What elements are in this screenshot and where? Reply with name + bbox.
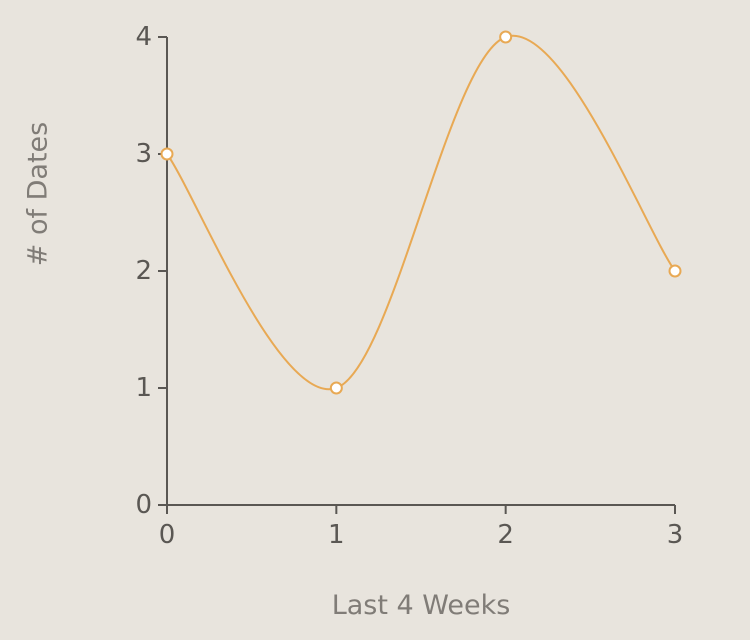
- data-point: [668, 264, 682, 278]
- y-tick-label: 0: [135, 490, 152, 520]
- y-axis-ticks: 0 1 2 3 4: [135, 22, 167, 520]
- y-tick-label: 3: [135, 139, 152, 169]
- data-point: [160, 147, 174, 161]
- x-tick-label: 0: [159, 520, 176, 550]
- data-point: [329, 381, 343, 395]
- series-line: [166, 34, 676, 391]
- x-axis-title: Last 4 Weeks: [332, 590, 511, 621]
- axes: [166, 37, 675, 506]
- x-tick-label: 3: [667, 520, 684, 550]
- x-axis-ticks: 0 1 2 3: [159, 505, 684, 550]
- y-tick-label: 4: [135, 22, 152, 52]
- series-layer: [160, 30, 682, 395]
- y-axis-title: # of Dates: [23, 122, 54, 266]
- x-tick-label: 2: [497, 520, 514, 550]
- x-tick-label: 1: [328, 520, 345, 550]
- y-tick-label: 2: [135, 256, 152, 286]
- data-point: [499, 30, 513, 44]
- y-tick-label: 1: [135, 373, 152, 403]
